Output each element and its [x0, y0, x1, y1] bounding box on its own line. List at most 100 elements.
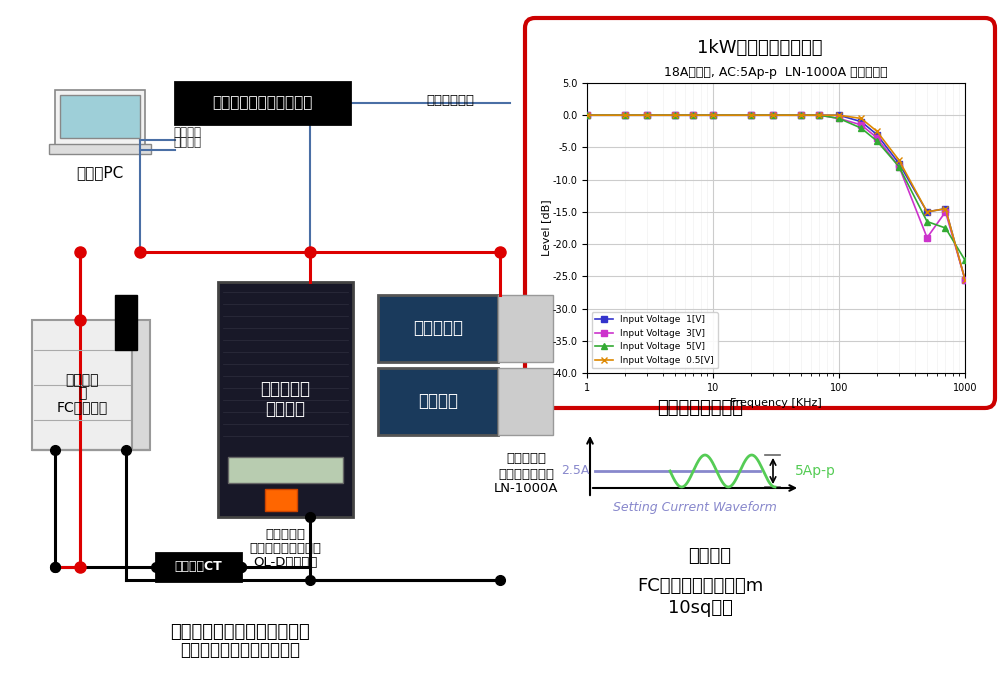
Input Voltage  5[V]: [813, 111, 825, 119]
Text: インピーダンス測定器群: インピーダンス測定器群: [212, 96, 312, 111]
Input Voltage  1[V]: [795, 111, 807, 119]
Text: 5Ap-p: 5Ap-p: [795, 464, 836, 478]
Text: 電子負荷: 電子負荷: [418, 392, 458, 410]
Input Voltage  3[V]: [921, 233, 933, 241]
Text: 大容量直流電子負荷: 大容量直流電子負荷: [249, 543, 321, 555]
Input Voltage  3[V]: [795, 111, 807, 119]
Bar: [49, 144, 151, 154]
Input Voltage  3[V]: [687, 111, 699, 119]
Input Voltage  3[V]: [939, 208, 951, 216]
Text: 試験条件: 試験条件: [688, 547, 732, 565]
Polygon shape: [132, 320, 150, 450]
Input Voltage  0.5[V]: [581, 111, 593, 119]
Input Voltage  1[V]: [581, 111, 593, 119]
Input Voltage  1[V]: [855, 118, 867, 126]
Input Voltage  1[V]: [669, 111, 681, 119]
Input Voltage  5[V]: [581, 111, 593, 119]
Input Voltage  1[V]: [833, 111, 845, 119]
Text: FCとのケーブル長４m: FCとのケーブル長４m: [637, 577, 763, 595]
Line: Input Voltage  0.5[V]: Input Voltage 0.5[V]: [584, 112, 968, 282]
Line: Input Voltage  3[V]: Input Voltage 3[V]: [584, 112, 968, 282]
Text: 電流測定CT: 電流測定CT: [174, 561, 222, 574]
Title: 18Aレンジ, AC:5Ap-p  LN-1000A 周波数特性: 18Aレンジ, AC:5Ap-p LN-1000A 周波数特性: [664, 66, 888, 79]
Input Voltage  0.5[V]: [893, 156, 905, 164]
Bar: [498, 368, 553, 435]
Input Voltage  1[V]: [745, 111, 757, 119]
Text: ハイエンド: ハイエンド: [506, 453, 546, 466]
Bar: [60, 95, 140, 138]
Input Voltage  1[V]: [707, 111, 719, 119]
Input Voltage  5[V]: [921, 217, 933, 226]
Text: 交流重畚用: 交流重畚用: [413, 319, 463, 337]
Text: 制御用PC: 制御用PC: [76, 166, 124, 180]
Input Voltage  5[V]: [871, 137, 883, 145]
X-axis label: Frequency [KHz]: Frequency [KHz]: [730, 398, 822, 408]
Text: 多機能電子負荷: 多機能電子負荷: [498, 468, 554, 480]
Input Voltage  0.5[V]: [939, 204, 951, 213]
Input Voltage  0.5[V]: [767, 111, 779, 119]
Bar: [156, 553, 241, 581]
Input Voltage  0.5[V]: [833, 111, 845, 119]
Input Voltage  1[V]: [959, 275, 971, 283]
Bar: [265, 489, 297, 511]
Input Voltage  0.5[V]: [871, 127, 883, 136]
Input Voltage  3[V]: [959, 275, 971, 283]
Bar: [32, 320, 132, 450]
Bar: [175, 82, 350, 124]
Text: LN-1000A: LN-1000A: [494, 482, 558, 495]
Input Voltage  5[V]: [687, 111, 699, 119]
Text: 燃料電池: 燃料電池: [65, 373, 99, 387]
Legend: Input Voltage  1[V], Input Voltage  3[V], Input Voltage  5[V], Input Voltage  0.: Input Voltage 1[V], Input Voltage 3[V], …: [592, 312, 718, 369]
Input Voltage  3[V]: [619, 111, 631, 119]
Text: 電流測定: 電流測定: [173, 136, 201, 149]
Bar: [228, 457, 343, 483]
Input Voltage  5[V]: [893, 162, 905, 171]
Bar: [55, 90, 145, 148]
Input Voltage  5[V]: [833, 114, 845, 122]
Text: FCスタック: FCスタック: [56, 400, 108, 414]
Input Voltage  0.5[V]: [669, 111, 681, 119]
Input Voltage  3[V]: [871, 133, 883, 142]
Input Voltage  0.5[V]: [921, 208, 933, 216]
Input Voltage  1[V]: [619, 111, 631, 119]
Input Voltage  5[V]: [855, 124, 867, 132]
Text: ：: ：: [78, 386, 86, 400]
Text: 10sq相当: 10sq相当: [668, 599, 732, 617]
Bar: [378, 368, 498, 435]
Input Voltage  0.5[V]: [641, 111, 653, 119]
Text: 電圧測定: 電圧測定: [173, 127, 201, 140]
Input Voltage  5[V]: [795, 111, 807, 119]
Text: 直流成分用: 直流成分用: [260, 380, 310, 398]
Bar: [218, 282, 353, 517]
Input Voltage  3[V]: [893, 162, 905, 171]
Input Voltage  3[V]: [669, 111, 681, 119]
Bar: [115, 295, 137, 350]
Input Voltage  3[V]: [641, 111, 653, 119]
Input Voltage  5[V]: [767, 111, 779, 119]
Input Voltage  3[V]: [855, 121, 867, 129]
Input Voltage  0.5[V]: [619, 111, 631, 119]
Input Voltage  3[V]: [707, 111, 719, 119]
Input Voltage  5[V]: [707, 111, 719, 119]
Input Voltage  0.5[V]: [959, 275, 971, 283]
Input Voltage  1[V]: [687, 111, 699, 119]
FancyBboxPatch shape: [525, 18, 995, 408]
Text: 電子負荷: 電子負荷: [265, 400, 305, 418]
Text: 1kWモデル周波数特性: 1kWモデル周波数特性: [697, 39, 823, 57]
Bar: [378, 295, 498, 362]
Text: 2.5A: 2.5A: [561, 464, 589, 477]
Input Voltage  1[V]: [939, 204, 951, 213]
Input Voltage  1[V]: [921, 208, 933, 216]
Text: QL-Dシリーズ: QL-Dシリーズ: [253, 557, 317, 570]
Text: ハイエンド: ハイエンド: [265, 528, 305, 541]
Input Voltage  0.5[V]: [745, 111, 757, 119]
Input Voltage  5[V]: [959, 256, 971, 264]
Bar: [498, 295, 553, 362]
Text: （直流・交流重畚分離型）: （直流・交流重畚分離型）: [180, 641, 300, 659]
Input Voltage  5[V]: [939, 224, 951, 232]
Input Voltage  1[V]: [767, 111, 779, 119]
Input Voltage  3[V]: [745, 111, 757, 119]
Text: Setting Current Waveform: Setting Current Waveform: [613, 502, 777, 515]
Input Voltage  3[V]: [581, 111, 593, 119]
Input Voltage  0.5[V]: [707, 111, 719, 119]
